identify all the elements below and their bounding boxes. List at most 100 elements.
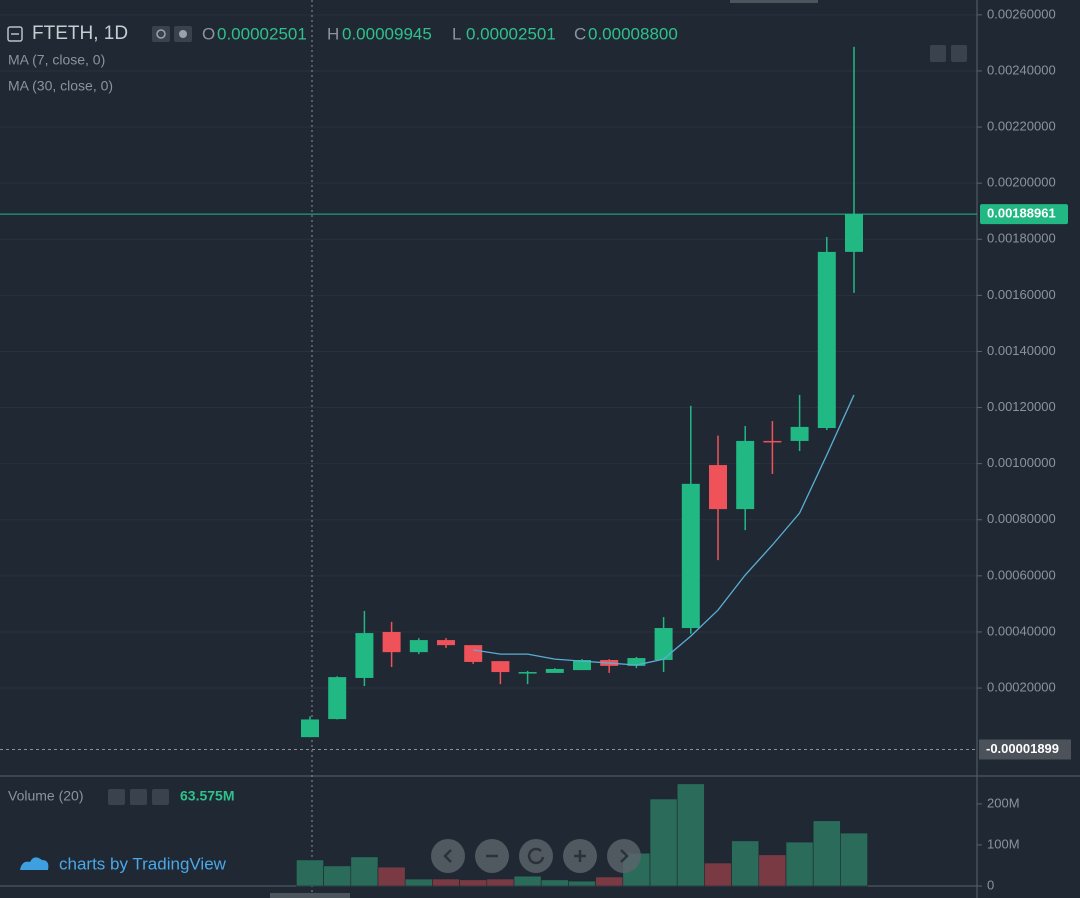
close-icon[interactable] (152, 789, 169, 805)
candle-body (736, 440, 755, 510)
branding[interactable]: charts by TradingView (59, 854, 227, 873)
candle-body (681, 483, 700, 629)
y-tick-label: 0.00140000 (987, 343, 1056, 358)
y-tick-label: 100M (987, 836, 1020, 851)
volume-bar (513, 875, 542, 887)
icon (527, 847, 545, 865)
candle-body (790, 426, 809, 441)
scale-button[interactable] (951, 45, 967, 62)
volume-bar (812, 820, 841, 887)
icon (620, 849, 629, 863)
volume-bar (731, 840, 760, 887)
y-tick-label: 0.00160000 (987, 287, 1056, 302)
settings-icon (179, 30, 187, 38)
candle-body (382, 631, 401, 653)
volume-bar (704, 862, 732, 887)
candle-body (301, 719, 319, 738)
volume-bar (595, 876, 624, 887)
ma-line (473, 394, 855, 666)
volume-bar (486, 878, 515, 887)
volume-bar (676, 783, 705, 887)
candle-body (518, 672, 537, 674)
y-tick-label: 0.00240000 (987, 62, 1056, 77)
scale-button[interactable] (930, 45, 946, 62)
candle-body (627, 658, 646, 666)
icon (443, 849, 452, 863)
y-tick-label: 0.00080000 (987, 511, 1056, 526)
nav-icons (443, 847, 629, 865)
volume-bar (350, 856, 379, 887)
candle-body (437, 640, 455, 646)
y-tick-label: 200M (987, 795, 1020, 810)
scrollbar[interactable] (270, 893, 350, 898)
y-tick-label: 0.00020000 (987, 679, 1056, 694)
scroll-left-button[interactable] (431, 839, 465, 873)
volume-plot (296, 783, 868, 887)
volume-bar (377, 866, 406, 887)
axes: 0.00260000 0.00240000 0.00220000 0.00200000… (977, 6, 1071, 892)
ohlc-label: C (574, 24, 586, 43)
y-tick-label: 0 (987, 877, 994, 892)
volume-bar (649, 798, 678, 887)
price-plot (0, 46, 977, 750)
y-tick-label: 0.00040000 (987, 623, 1056, 638)
last-price-badge (980, 204, 1068, 225)
volume-bar (323, 865, 352, 887)
candle-body (491, 661, 510, 673)
candle-body (709, 465, 727, 510)
indicator-label: MA (30, close, 0) (8, 78, 113, 94)
y-tick-label: 0.00220000 (987, 119, 1056, 134)
eye-icon (156, 29, 166, 39)
y-tick-label: 0.00060000 (987, 567, 1056, 582)
ohlc-value: 0.00002501 (466, 24, 556, 43)
candle-body (464, 645, 483, 662)
ohlc-label: L (452, 24, 461, 43)
settings-icon[interactable] (130, 789, 147, 805)
eye-icon[interactable] (152, 26, 170, 42)
volume-bar (296, 859, 324, 887)
y-tick-label: 0.00100000 (987, 455, 1056, 470)
candle-body (763, 440, 782, 443)
candle-body (654, 628, 673, 660)
volume-bar (432, 878, 460, 887)
volume-bar (785, 841, 814, 887)
collapse-icon[interactable] (7, 26, 23, 42)
ohlc-value: 0.00008800 (588, 24, 678, 43)
symbol-title: FTETH, 1D (32, 23, 128, 44)
y-tick-label: 0.00180000 (987, 231, 1056, 246)
candle-body (409, 640, 428, 653)
candle-body (573, 659, 591, 671)
icon (574, 850, 586, 862)
y-tick-label: 0.00120000 (987, 399, 1056, 414)
y-tick-label: 0.00260000 (987, 6, 1056, 21)
ohlc-value: 0.00009945 (342, 24, 432, 43)
candle-body (545, 668, 564, 673)
indicator-label: MA (7, close, 0) (8, 52, 105, 68)
volume-bar (840, 832, 868, 887)
grid (0, 14, 977, 689)
volume-bar (404, 878, 433, 887)
ohlc-label: O (202, 24, 215, 43)
crosshair-label: -0.00001899 (986, 741, 1059, 756)
ohlc-value: 0.00002501 (217, 24, 307, 43)
candle-body (328, 677, 347, 720)
volume-title: Volume (20) (8, 788, 83, 804)
candle-body (845, 214, 863, 252)
candle-body (817, 251, 836, 429)
reset-button[interactable] (519, 839, 553, 873)
volume-bar (568, 880, 596, 887)
eye-icon[interactable] (108, 789, 125, 805)
volume-value: 63.575M (180, 788, 234, 804)
crosshair-badge (979, 739, 1071, 760)
volume-bar (758, 854, 787, 887)
scroll-right-button[interactable] (607, 839, 641, 873)
last-price-label: 0.00188961 (987, 206, 1056, 221)
scrollbar[interactable] (730, 0, 818, 3)
logo (20, 857, 49, 870)
ohlc-label: H (327, 24, 339, 43)
y-tick-label: 0.00200000 (987, 175, 1056, 190)
volume-bar (540, 879, 569, 887)
